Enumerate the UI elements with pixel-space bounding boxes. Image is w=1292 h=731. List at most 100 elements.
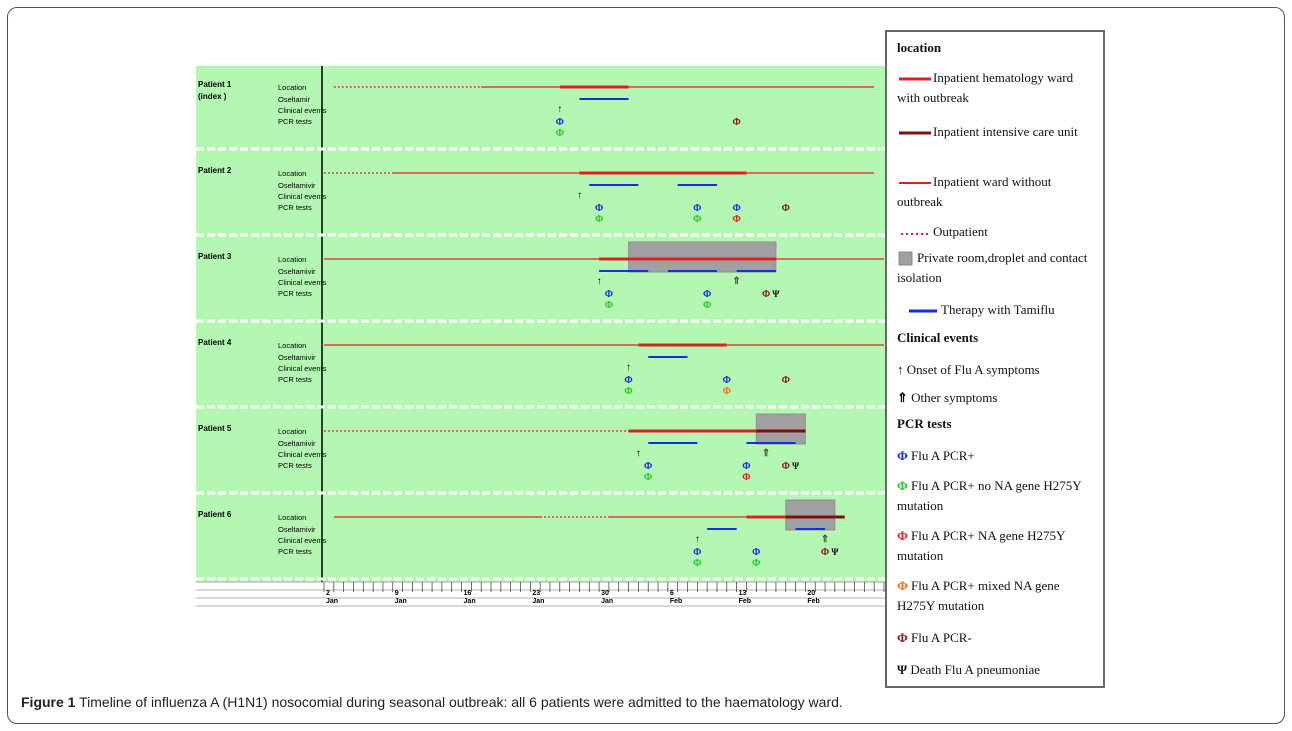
onset-arrow-icon: ↑: [636, 448, 641, 459]
legend-panel: location Inpatient hematology ward with …: [885, 30, 1105, 688]
row-label: Clinical events: [278, 364, 327, 373]
pcr-marker: Φ: [644, 461, 652, 472]
pcr-marker: Φ: [821, 547, 829, 558]
pcr-marker: Φ: [742, 472, 750, 483]
row-label: Oseltamivir: [278, 439, 316, 448]
phi-green-icon: Φ: [897, 478, 908, 493]
tick-label-day: 6: [670, 590, 674, 597]
pcr-marker: Φ: [703, 300, 711, 311]
icu-swatch: [899, 131, 931, 135]
legend-onset: ↑ Onset of Flu A symptoms: [897, 362, 1040, 377]
tick-label-month: Jan: [532, 598, 544, 605]
patient-label: Patient 6: [198, 510, 232, 519]
onset-arrow-icon: ↑: [695, 534, 700, 545]
pcr-marker: Φ: [595, 214, 603, 225]
legend-icu: Inpatient intensive care unit: [897, 122, 1097, 142]
isolation-box: [755, 413, 806, 445]
tamiflu-swatch: [909, 309, 937, 313]
row-label: Location: [278, 341, 306, 350]
pcr-marker: Φ: [693, 214, 701, 225]
pcr-marker: Φ: [762, 289, 770, 300]
pcr-marker: Φ: [732, 203, 740, 214]
phi-red-icon: Φ: [897, 528, 908, 543]
pcr-marker: Φ: [556, 117, 564, 128]
patient-label: Patient 2: [198, 166, 232, 175]
row-label: PCR tests: [278, 117, 312, 126]
pcr-marker: Φ: [723, 386, 731, 397]
tick-label-month: Jan: [464, 598, 476, 605]
death-marker: Ψ: [772, 289, 779, 299]
tick-label-day: 30: [601, 590, 609, 597]
legend-outpatient: Outpatient: [897, 222, 1097, 242]
chart-background: [196, 66, 886, 582]
pcr-marker: Φ: [556, 128, 564, 139]
pcr-marker: Φ: [693, 558, 701, 569]
row-label: Clinical events: [278, 450, 327, 459]
death-marker: Ψ: [831, 547, 838, 557]
legend-other: ⇑ Other symptoms: [897, 390, 998, 405]
tick-label-month: Jan: [395, 598, 407, 605]
ward-swatch: [899, 182, 931, 185]
pcr-marker: Φ: [752, 558, 760, 569]
tick-label-day: 23: [532, 590, 540, 597]
isolation-swatch: [898, 251, 913, 266]
row-label: Oseltamivir: [278, 525, 316, 534]
psi-icon: Ψ: [897, 662, 908, 677]
pcr-marker: Φ: [782, 461, 790, 472]
row-label: PCR tests: [278, 547, 312, 556]
legend-ward-no-outbreak: Inpatient ward without outbreak: [897, 174, 1052, 209]
row-label: Clinical events: [278, 192, 327, 201]
phi-orange-icon: Φ: [897, 578, 908, 593]
caption-text: Timeline of influenza A (H1N1) nosocomia…: [79, 694, 843, 710]
row-label: PCR tests: [278, 203, 312, 212]
other-symptom-icon: ⇑: [762, 448, 770, 459]
onset-arrow-icon: ↑: [557, 104, 562, 115]
tick-label-day: 13: [739, 590, 747, 597]
pcr-marker: Φ: [693, 547, 701, 558]
timeline-chart: Patient 1 (index ) Location Oseltamir Clinic…: [196, 38, 886, 610]
tick-label-month: Feb: [807, 598, 819, 605]
legend-pcr-pos: Φ Flu A PCR+: [897, 448, 975, 463]
pcr-marker: Φ: [595, 203, 603, 214]
row-label: Location: [278, 513, 306, 522]
pcr-marker: Φ: [742, 461, 750, 472]
row-label: Oseltamir: [278, 95, 311, 104]
pcr-marker: Φ: [605, 289, 613, 300]
onset-arrow-icon: ↑: [626, 362, 631, 373]
row-label: Location: [278, 169, 306, 178]
row-label: Clinical events: [278, 106, 327, 115]
figure-caption: Figure 1 Timeline of influenza A (H1N1) …: [21, 694, 1281, 710]
timeline-svg: Patient 1 (index ) Location Oseltamir Clinic…: [196, 66, 886, 610]
phi-darkred-icon: Φ: [897, 630, 908, 645]
other-symptom-icon: ⇑: [732, 276, 740, 287]
tick-label-month: Jan: [326, 598, 338, 605]
row-label: Oseltamivir: [278, 181, 316, 190]
legend-clinical-title: Clinical events: [897, 330, 979, 345]
pcr-marker: Φ: [782, 203, 790, 214]
hem-ward-swatch: [899, 77, 931, 81]
pcr-marker: Φ: [732, 214, 740, 225]
legend-tamiflu: Therapy with Tamiflu: [897, 300, 1097, 320]
legend-death: Ψ Death Flu A pneumoniae: [897, 662, 1041, 677]
patient-label: Patient 3: [198, 252, 232, 261]
caption-label: Figure 1: [21, 694, 76, 710]
legend-pcr-mixed: Φ Flu A PCR+ mixed NA gene H275Y mutatio…: [897, 578, 1060, 613]
legend-pcr-no-mut: Φ Flu A PCR+ no NA gene H275Y mutation: [897, 478, 1082, 513]
legend-hem-ward: Inpatient hematology ward with outbreak: [897, 70, 1074, 105]
row-label: PCR tests: [278, 461, 312, 470]
death-marker: Ψ: [792, 461, 799, 471]
row-label: Oseltamivir: [278, 267, 316, 276]
pcr-marker: Φ: [624, 375, 632, 386]
onset-arrow-icon: ↑: [597, 276, 602, 287]
onset-arrow-icon: ↑: [577, 190, 582, 201]
pcr-marker: Φ: [732, 117, 740, 128]
legend-pcr-neg: Φ Flu A PCR-: [897, 630, 972, 645]
axis-background: [196, 582, 886, 610]
pcr-marker: Φ: [624, 386, 632, 397]
tick-label-month: Jan: [601, 598, 613, 605]
outpatient-swatch: [901, 233, 931, 236]
tick-label-month: Feb: [739, 598, 751, 605]
row-label: Oseltamivir: [278, 353, 316, 362]
row-label: Location: [278, 427, 306, 436]
row-label: Location: [278, 255, 306, 264]
